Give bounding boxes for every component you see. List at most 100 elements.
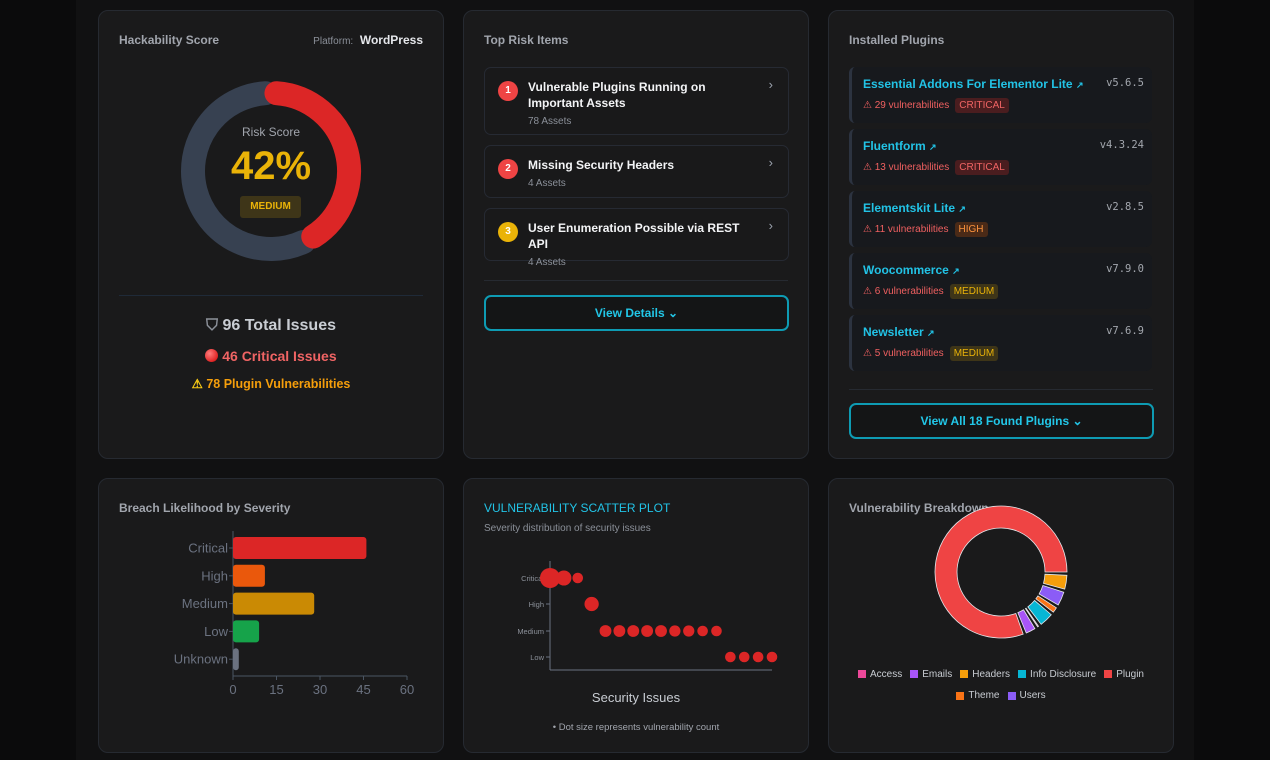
plugin-link[interactable]: Fluentform ↗ <box>863 139 937 153</box>
warning-icon: ⚠ <box>863 162 872 173</box>
plugin-item: Woocommerce ↗ v7.9.0 ⚠ 6 vulnerabilities… <box>849 253 1152 309</box>
plugin-item: Elementskit Lite ↗ v2.8.5 ⚠ 11 vulnerabi… <box>849 191 1152 247</box>
plugin-version: v4.3.24 <box>1099 139 1144 151</box>
risk-percent: 42% <box>230 144 312 188</box>
chevron-right-icon: › <box>768 218 773 233</box>
plugin-version: v7.9.0 <box>1106 263 1144 275</box>
donut-chart <box>934 505 1068 639</box>
legend-item[interactable]: Headers <box>960 664 1010 685</box>
plugin-item: Fluentform ↗ v4.3.24 ⚠ 13 vulnerabilitie… <box>849 129 1152 185</box>
severity-badge: CRITICAL <box>955 160 1009 175</box>
legend-item[interactable]: Users <box>1007 685 1046 706</box>
legend-swatch <box>857 670 866 678</box>
chevron-down-icon: ⌄ <box>1072 414 1083 428</box>
card-title: Installed Plugins <box>849 33 945 47</box>
x-axis-label: Security Issues <box>591 690 681 705</box>
donut-slice <box>934 505 1068 639</box>
y-tick-label: Low <box>530 653 544 662</box>
plugin-item: Essential Addons For Elementor Lite ↗ v5… <box>849 67 1152 123</box>
shield-icon: ⛉ <box>206 317 219 334</box>
scatter-point <box>683 625 695 637</box>
scatter-point <box>697 625 708 637</box>
plugin-link[interactable]: Essential Addons For Elementor Lite ↗ <box>863 77 1084 91</box>
vulnerability-count: ⚠ 6 vulnerabilities MEDIUM <box>863 284 999 299</box>
plugin-version: v2.8.5 <box>1106 201 1144 213</box>
legend-item[interactable]: Info Disclosure <box>1018 664 1096 685</box>
view-all-plugins-button[interactable]: View All 18 Found Plugins ⌄ <box>849 403 1154 439</box>
warning-icon: ⚠ <box>863 348 872 359</box>
severity-badge: HIGH <box>954 222 988 237</box>
scatter-point <box>641 625 654 637</box>
scatter-point <box>584 596 599 612</box>
legend-swatch <box>960 670 969 678</box>
donut-slice <box>1035 595 1057 613</box>
severity-badge: CRITICAL <box>955 98 1009 113</box>
view-details-button[interactable]: View Details ⌄ <box>484 295 789 331</box>
external-link-icon: ↗ <box>958 204 966 214</box>
risk-label: Risk Score <box>241 125 300 139</box>
scatter-point <box>627 625 640 637</box>
legend-swatch <box>910 670 919 678</box>
chart-subtitle: Severity distribution of security issues <box>484 523 651 534</box>
legend-swatch <box>1007 691 1016 700</box>
vulnerability-count: ⚠ 29 vulnerabilities CRITICAL <box>863 98 1009 113</box>
donut-slice <box>1024 607 1040 628</box>
risk-item[interactable]: 2 Missing Security Headers 4 Assets › <box>484 145 789 198</box>
external-link-icon: ↗ <box>929 142 937 152</box>
risk-item[interactable]: 3 User Enumeration Possible via REST API… <box>484 208 789 268</box>
bar <box>233 648 239 671</box>
external-link-icon: ↗ <box>927 328 935 338</box>
top-risk-card: Top Risk Items 1 Vulnerable Plugins Runn… <box>463 10 809 459</box>
chevron-right-icon: › <box>768 77 773 92</box>
scatter-point <box>655 625 667 637</box>
y-tick-label: Medium <box>517 627 544 636</box>
y-tick-label: Medium <box>182 596 228 611</box>
scatter-point <box>711 625 722 637</box>
y-tick-label: High <box>201 568 228 583</box>
y-tick-label: Critical <box>521 574 544 583</box>
plugin-link[interactable]: Newsletter ↗ <box>863 325 935 339</box>
x-tick-label: 45 <box>356 682 370 697</box>
x-tick-label: 30 <box>313 682 327 697</box>
scatter-point <box>556 570 572 586</box>
divider <box>119 295 423 296</box>
plugin-link[interactable]: Woocommerce ↗ <box>863 263 960 277</box>
donut-slice <box>1038 584 1065 606</box>
vulnerability-breakdown-card: Vulnerability Breakdown Access Emails Head… <box>828 478 1174 753</box>
scatter-point <box>669 625 681 637</box>
legend-item[interactable]: Access <box>857 664 902 685</box>
gauge-track <box>181 81 316 261</box>
chart-legend: Access Emails Headers Info Disclosure Plugin… <box>839 663 1163 706</box>
risk-item[interactable]: 1 Vulnerable Plugins Running on Importan… <box>484 67 789 135</box>
chevron-right-icon: › <box>768 155 773 170</box>
scatter-point <box>599 625 612 637</box>
warning-icon: ⚠ <box>863 224 872 235</box>
legend-swatch <box>956 691 965 700</box>
vulnerability-count: ⚠ 13 vulnerabilities CRITICAL <box>863 160 1009 175</box>
card-title: Top Risk Items <box>484 33 569 47</box>
legend-item[interactable]: Plugin <box>1104 664 1144 685</box>
plugin-link[interactable]: Elementskit Lite ↗ <box>863 201 966 215</box>
donut-slice <box>1027 599 1052 625</box>
rank-badge: 2 <box>498 159 518 179</box>
y-tick-label: Critical <box>188 541 228 556</box>
scatter-point <box>572 572 584 584</box>
scatter-chart: Critical High Medium Low <box>517 561 778 671</box>
legend-item[interactable]: Emails <box>910 664 952 685</box>
divider <box>849 389 1153 390</box>
scatter-plot-card: VULNERABILITY SCATTER PLOT Severity dist… <box>463 478 809 753</box>
legend-item[interactable]: Theme <box>956 685 1000 706</box>
plugin-version: v5.6.5 <box>1106 77 1144 89</box>
gauge-fill <box>264 81 361 249</box>
chart-title: Vulnerability Breakdown <box>849 501 989 515</box>
scatter-point <box>738 651 750 663</box>
chart-title: VULNERABILITY SCATTER PLOT <box>484 501 671 515</box>
scatter-point <box>613 625 626 637</box>
red-circle-icon <box>205 349 219 362</box>
installed-plugins-card: Installed Plugins Essential Addons For E… <box>828 10 1174 459</box>
external-link-icon: ↗ <box>952 266 960 276</box>
total-issues: ⛉ 96 Total Issues <box>206 317 336 334</box>
external-link-icon: ↗ <box>1075 80 1084 90</box>
y-tick-label: Low <box>204 624 228 639</box>
